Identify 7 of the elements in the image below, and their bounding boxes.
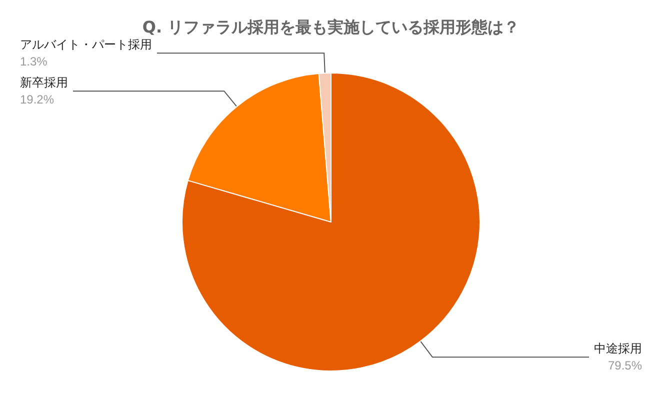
data-label: 79.5% [608,358,642,373]
chart-title: Q. リファラル採用を最も実施している採用形態は？ [142,18,520,36]
slice-label: 新卒採用 [20,76,68,90]
data-label: 19.2% [20,92,54,107]
slice-label: アルバイト・パート採用 [20,38,152,52]
data-label: 1.3% [20,54,48,69]
slice-label: 中途採用 [594,342,642,356]
